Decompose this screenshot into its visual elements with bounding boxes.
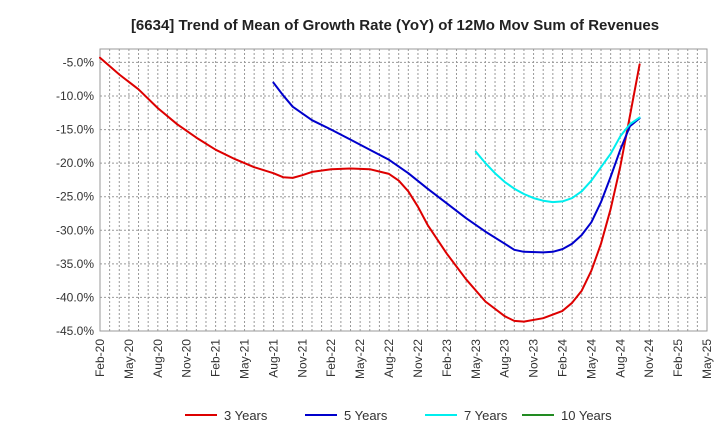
x-tick-label: Aug-24 bbox=[613, 339, 627, 378]
y-tick-label: -30.0% bbox=[56, 223, 94, 237]
x-tick-label: May-23 bbox=[469, 339, 483, 379]
x-tick-label: May-24 bbox=[584, 339, 598, 379]
x-tick-label: May-25 bbox=[700, 339, 714, 379]
legend-label-10-years: 10 Years bbox=[561, 408, 612, 423]
x-tick-label: Nov-22 bbox=[411, 339, 425, 378]
y-tick-label: -15.0% bbox=[56, 123, 94, 137]
series-line-7-years bbox=[474, 116, 641, 204]
y-tick-label: -45.0% bbox=[56, 324, 94, 338]
legend-label-7-years: 7 Years bbox=[464, 408, 508, 423]
x-tick-label: Aug-22 bbox=[382, 339, 396, 378]
y-tick-label: -10.0% bbox=[56, 89, 94, 103]
y-tick-label: -5.0% bbox=[63, 55, 95, 69]
series-lines bbox=[99, 56, 641, 323]
x-tick-label: Feb-23 bbox=[440, 339, 454, 377]
x-tick-label: May-21 bbox=[238, 339, 252, 379]
y-tick-label: -40.0% bbox=[56, 290, 94, 304]
x-tick-label: Nov-24 bbox=[642, 339, 656, 378]
x-tick-label: Feb-22 bbox=[324, 339, 338, 377]
plot-frame bbox=[99, 48, 708, 332]
x-tick-label: Feb-25 bbox=[671, 339, 685, 377]
x-tick-label: Nov-23 bbox=[527, 339, 541, 378]
axes: -5.0% -10.0% -15.0% -20.0% -25.0% -30.0% -35.0… bbox=[56, 48, 714, 379]
y-tick-label: -25.0% bbox=[56, 190, 94, 204]
legend-label-5-years: 5 Years bbox=[344, 408, 388, 423]
chart-title: [6634] Trend of Mean of Growth Rate (YoY… bbox=[131, 17, 659, 34]
x-tick-label: May-20 bbox=[122, 339, 136, 379]
legend: 3 Years 5 Years 7 Years 10 Years bbox=[185, 408, 612, 423]
series-line-3-years bbox=[99, 56, 641, 323]
x-tick-label: Feb-21 bbox=[209, 339, 223, 377]
legend-label-3-years: 3 Years bbox=[224, 408, 268, 423]
x-tick-label: Aug-23 bbox=[498, 339, 512, 378]
y-tick-label: -20.0% bbox=[56, 156, 94, 170]
series-line-5-years bbox=[272, 81, 641, 254]
x-tick-label: May-22 bbox=[353, 339, 367, 379]
x-tick-label: Nov-21 bbox=[295, 339, 309, 378]
x-tick-label: Feb-20 bbox=[93, 339, 107, 377]
x-tick-label: Feb-24 bbox=[555, 339, 569, 377]
grid bbox=[100, 49, 707, 332]
x-tick-label: Aug-20 bbox=[151, 339, 165, 378]
y-tick-label: -35.0% bbox=[56, 257, 94, 271]
x-tick-label: Nov-20 bbox=[180, 339, 194, 378]
x-tick-label: Aug-21 bbox=[266, 339, 280, 378]
